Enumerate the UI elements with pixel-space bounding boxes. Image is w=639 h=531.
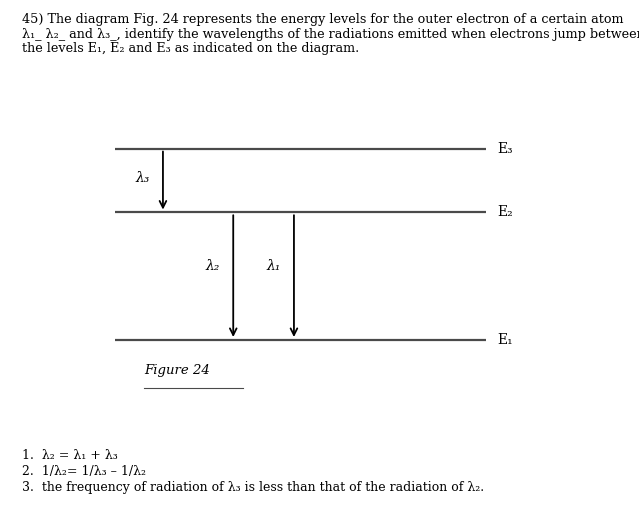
Text: E₁: E₁ — [497, 333, 512, 347]
Text: 1.  λ₂ = λ₁ + λ₃: 1. λ₂ = λ₁ + λ₃ — [22, 449, 118, 461]
Text: λ₃: λ₃ — [136, 171, 150, 185]
Text: E₃: E₃ — [497, 142, 512, 156]
Text: 3.  the frequency of radiation of λ₃ is less than that of the radiation of λ₂.: 3. the frequency of radiation of λ₃ is l… — [22, 481, 484, 493]
Text: E₂: E₂ — [497, 205, 513, 219]
Text: λ₂: λ₂ — [206, 259, 220, 272]
Text: λ₁: λ₁ — [266, 259, 281, 272]
Text: 45) The diagram Fig. 24 represents the energy levels for the outer electron of a: 45) The diagram Fig. 24 represents the e… — [22, 13, 624, 26]
Text: Figure 24: Figure 24 — [144, 364, 210, 376]
Text: λ₁_ λ₂_ and λ₃_, identify the wavelengths of the radiations emitted when electro: λ₁_ λ₂_ and λ₃_, identify the wavelength… — [22, 28, 639, 40]
Text: the levels E₁, E₂ and E₃ as indicated on the diagram.: the levels E₁, E₂ and E₃ as indicated on… — [22, 42, 360, 55]
Text: 2.  1/λ₂= 1/λ₃ – 1/λ₂: 2. 1/λ₂= 1/λ₃ – 1/λ₂ — [22, 465, 146, 477]
